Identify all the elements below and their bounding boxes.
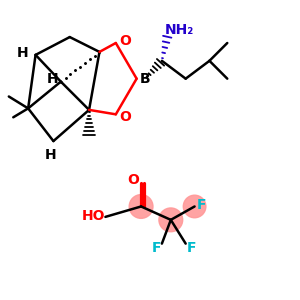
Text: NH₂: NH₂: [165, 22, 194, 37]
Text: F: F: [196, 198, 206, 212]
Text: F: F: [152, 241, 161, 255]
Circle shape: [159, 208, 183, 232]
Circle shape: [183, 195, 206, 218]
Text: O: O: [119, 110, 131, 124]
Text: O: O: [119, 34, 131, 48]
Text: H: H: [45, 148, 56, 162]
Text: B: B: [140, 72, 151, 86]
Circle shape: [129, 195, 153, 218]
Text: H: H: [47, 72, 58, 86]
Text: O: O: [128, 173, 140, 187]
Text: H: H: [16, 46, 28, 60]
Text: F: F: [187, 241, 196, 255]
Text: HO: HO: [82, 209, 105, 223]
